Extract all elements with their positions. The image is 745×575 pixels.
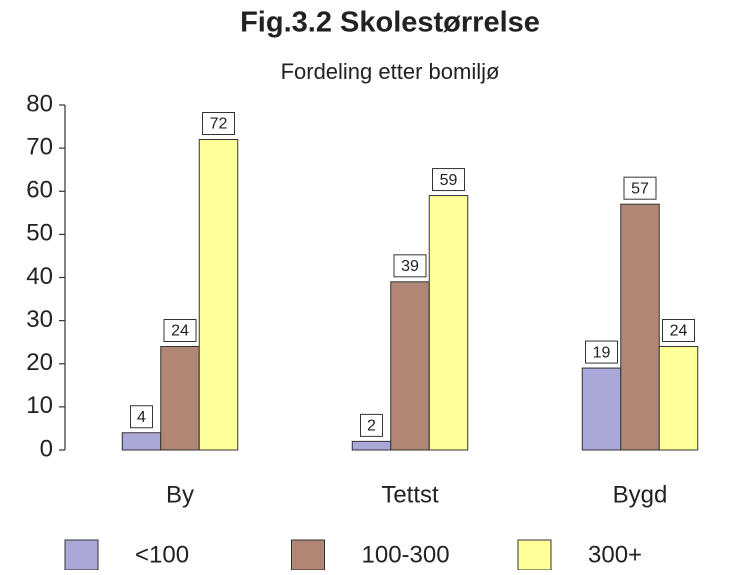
value-label: 4 xyxy=(137,409,146,426)
bar xyxy=(620,203,660,451)
value-label-box xyxy=(163,319,197,342)
y-tick-label: 60 xyxy=(26,177,53,204)
x-tick-label: Bygd xyxy=(613,481,668,508)
legend-swatch xyxy=(64,539,99,571)
y-tick-label: 0 xyxy=(40,435,53,462)
value-label: 19 xyxy=(593,344,611,361)
y-tick-label: 70 xyxy=(26,133,53,160)
y-tick-label: 80 xyxy=(26,90,53,117)
value-label: 2 xyxy=(367,418,376,435)
bar xyxy=(658,346,699,451)
value-label-box xyxy=(585,340,618,364)
bar xyxy=(121,432,162,451)
value-label-box xyxy=(432,168,465,192)
bar xyxy=(160,346,200,451)
x-tick-label: By xyxy=(166,481,194,508)
value-label-box xyxy=(202,112,235,135)
chart-subtitle: Fordeling etter bomiljø xyxy=(281,59,500,84)
value-label: 72 xyxy=(210,116,228,133)
value-label-box xyxy=(360,413,383,437)
bar xyxy=(198,139,239,451)
y-tick-label: 40 xyxy=(26,263,53,290)
y-tick-label: 20 xyxy=(26,349,53,376)
value-label-box xyxy=(393,254,427,278)
value-label-box xyxy=(662,319,695,342)
legend-label: 100-300 xyxy=(362,541,450,568)
bar xyxy=(428,195,469,451)
y-tick-label: 30 xyxy=(26,306,53,333)
value-label: 39 xyxy=(401,258,419,275)
y-tick-label: 10 xyxy=(26,392,53,419)
chart-title: Fig.3.2 Skolestørrelse xyxy=(240,7,540,39)
value-label-box xyxy=(130,405,153,429)
legend-label: <100 xyxy=(135,541,189,568)
value-label: 57 xyxy=(631,180,649,197)
legend-swatch xyxy=(291,539,325,571)
y-tick-label: 50 xyxy=(26,220,53,247)
legend-swatch xyxy=(517,539,552,571)
value-label: 24 xyxy=(171,323,189,340)
x-tick-label: Tettst xyxy=(381,481,439,508)
legend-label: 300+ xyxy=(588,541,642,568)
value-label-box xyxy=(623,176,657,200)
bar xyxy=(390,281,430,451)
value-label: 59 xyxy=(440,172,458,189)
bar xyxy=(351,440,392,451)
value-label: 24 xyxy=(670,323,688,340)
bar xyxy=(581,367,622,451)
